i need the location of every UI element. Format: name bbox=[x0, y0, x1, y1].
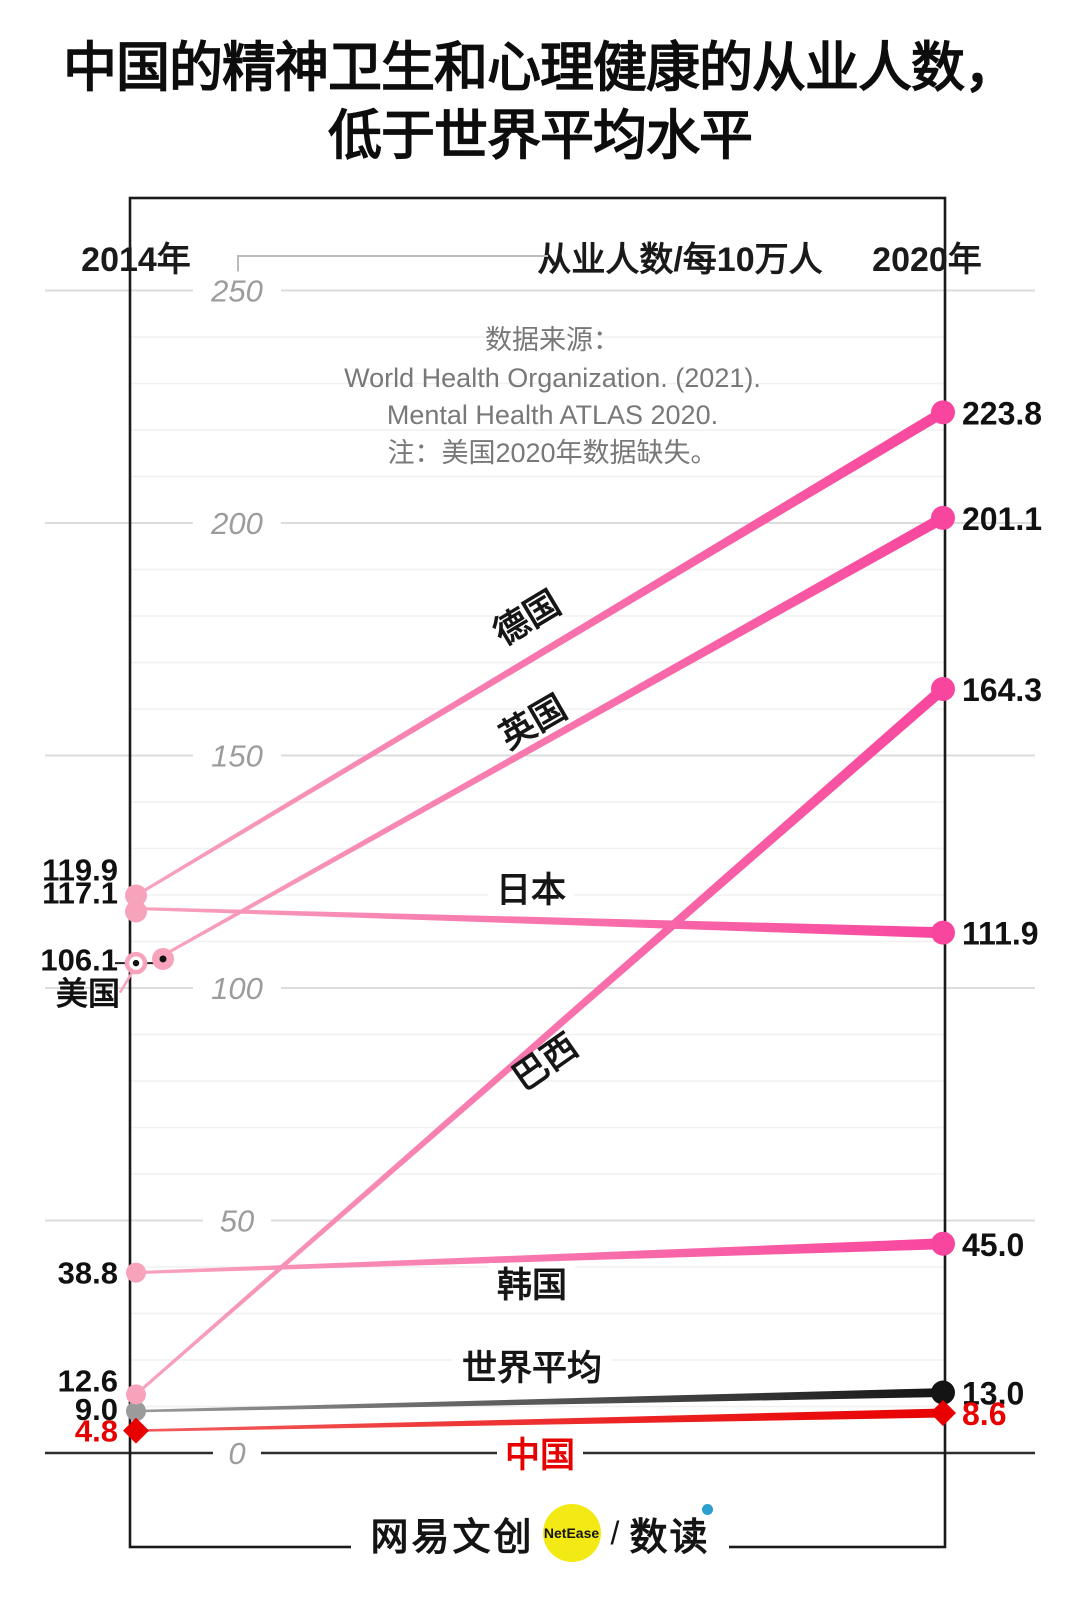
value-label-2014-japan: 117.1 bbox=[42, 875, 118, 910]
series-tag-bg bbox=[497, 1433, 583, 1477]
page-title-line2: 低于世界平均水平 bbox=[328, 106, 753, 166]
netease-logo-text: NetEase bbox=[543, 1525, 600, 1541]
marker-2020-germany bbox=[931, 400, 955, 425]
tick-label-bg bbox=[193, 736, 281, 775]
marker-2014-brazil bbox=[126, 1384, 146, 1405]
value-label-2020-world_average: 13.0 bbox=[962, 1376, 1024, 1412]
marker-2014-world_average bbox=[126, 1401, 146, 1422]
page-title: 中国的精神卫生和心理健康的从业人数， 低于世界平均水平 bbox=[0, 34, 1080, 170]
value-label-2014-world_average: 9.0 bbox=[75, 1392, 118, 1427]
series-tag-korea: 韩国 bbox=[497, 1266, 567, 1305]
source-line3: Mental Health ATLAS 2020. bbox=[386, 400, 719, 430]
series-line-brazil bbox=[135, 684, 947, 1396]
tick-label-bg bbox=[193, 504, 281, 542]
series-line-japan bbox=[136, 907, 944, 939]
marker-2020-china bbox=[930, 1400, 956, 1427]
series-tag-bg bbox=[488, 868, 574, 912]
series-line-korea bbox=[135, 1238, 944, 1275]
marker-2014-germany bbox=[125, 884, 147, 907]
shudu-logo: 数读 bbox=[629, 1503, 714, 1561]
marker-2020-uk bbox=[931, 505, 955, 530]
netease-yellow-circle-logo: NetEase bbox=[542, 1504, 601, 1562]
value-label-2020-germany: 223.8 bbox=[962, 395, 1042, 431]
value-label-2014-china: 4.8 bbox=[75, 1414, 118, 1449]
value-label-2014-usa: 106.1 bbox=[40, 943, 118, 978]
value-label-2020-korea: 45.0 bbox=[962, 1227, 1024, 1263]
series-tag-japan: 日本 bbox=[496, 871, 566, 910]
series-tag-china: 中国 bbox=[505, 1436, 575, 1475]
usa-annotation-connector bbox=[118, 971, 134, 994]
value-label-2020-china: 8.6 bbox=[962, 1396, 1006, 1432]
tick-label-bg bbox=[213, 1434, 261, 1472]
page-title-line1: 中国的精神卫生和心理健康的从业人数， bbox=[63, 38, 1018, 98]
value-label-2014-germany: 119.9 bbox=[42, 852, 118, 887]
marker-center-dot bbox=[132, 959, 140, 967]
marker-2020-brazil bbox=[931, 677, 955, 702]
unit-connector-line bbox=[237, 255, 548, 281]
footer-logo: 网易文创 NetEase / 数读 bbox=[0, 1498, 1080, 1568]
tick-label-0: 0 bbox=[228, 1436, 245, 1471]
source-line2: World Health Organization. (2021). bbox=[344, 362, 761, 393]
tick-label-250: 250 bbox=[210, 274, 263, 309]
blue-dot-icon bbox=[702, 1503, 714, 1515]
value-label-2020-brazil: 164.3 bbox=[962, 672, 1042, 708]
marker-2014-china bbox=[123, 1417, 149, 1444]
marker-center-dot bbox=[159, 955, 167, 963]
tick-label-200: 200 bbox=[210, 506, 263, 541]
source-line4: 注：美国2020年数据缺失。 bbox=[387, 437, 718, 468]
marker-2020-japan bbox=[931, 920, 955, 945]
axis-label-2014: 2014年 bbox=[81, 241, 191, 279]
marker-2020-world_average bbox=[931, 1380, 955, 1405]
marker-2014-japan bbox=[125, 900, 147, 923]
value-label-2014-brazil: 12.6 bbox=[58, 1363, 118, 1398]
series-tag-bg bbox=[453, 1346, 611, 1390]
series-line-world_average bbox=[136, 1388, 944, 1413]
logo-separator: / bbox=[610, 1514, 620, 1551]
axis-label-2020: 2020年 bbox=[872, 241, 982, 279]
tick-label-150: 150 bbox=[211, 739, 263, 774]
data-source-note: 数据来源： World Health Organization. (2021).… bbox=[280, 322, 825, 472]
series-line-uk bbox=[162, 513, 946, 957]
axis-unit-label: 从业人数/每10万人 bbox=[537, 241, 823, 279]
series-line-germany bbox=[135, 407, 946, 897]
value-label-2020-japan: 111.9 bbox=[962, 916, 1039, 952]
series-tag-bg bbox=[489, 1263, 575, 1307]
marker-2020-korea bbox=[931, 1231, 955, 1256]
tick-label-50: 50 bbox=[220, 1204, 254, 1239]
tick-label-bg bbox=[203, 1201, 271, 1240]
source-line1: 数据来源： bbox=[485, 325, 620, 355]
tick-label-bg bbox=[193, 271, 281, 310]
series-tag-world_average: 世界平均 bbox=[462, 1349, 602, 1388]
value-label-2014-korea: 38.8 bbox=[58, 1256, 118, 1291]
tick-label-100: 100 bbox=[211, 971, 263, 1006]
marker-2014-korea bbox=[126, 1262, 146, 1283]
value-label-2020-uk: 201.1 bbox=[962, 501, 1042, 537]
netease-chuangyi-logo: 网易文创 bbox=[370, 1516, 535, 1559]
series-tag-usa: 美国 bbox=[56, 976, 120, 1012]
tick-label-bg bbox=[193, 969, 281, 1007]
series-line-china bbox=[136, 1408, 944, 1432]
